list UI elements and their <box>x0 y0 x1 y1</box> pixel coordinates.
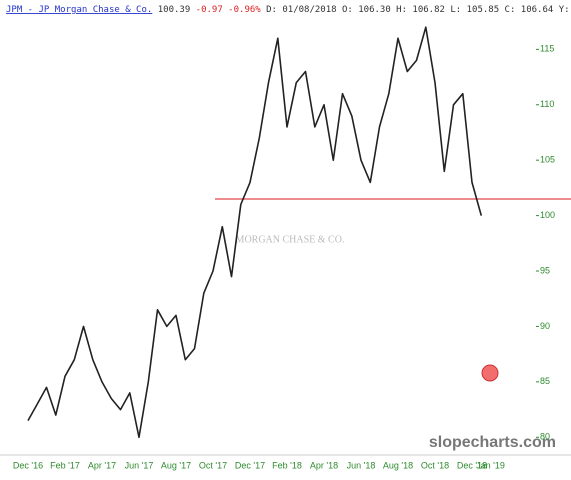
x-tick-label: Dec '17 <box>235 460 265 470</box>
x-tick-label: Aug '17 <box>161 460 191 470</box>
y-tick-label: 100 <box>540 210 555 220</box>
x-tick-label: Apr '17 <box>88 460 116 470</box>
details: D: 01/08/2018 O: 106.30 H: 106.82 L: 105… <box>266 5 571 15</box>
x-tick-label: Oct '17 <box>199 460 227 470</box>
y-tick-label: 95 <box>540 265 550 275</box>
last-price: 100.39 <box>158 5 191 15</box>
header: JPM - JP Morgan Chase & Co. 100.39 -0.97… <box>6 5 571 15</box>
brand: slopecharts.com <box>429 434 556 451</box>
y-tick-label: 85 <box>540 376 550 386</box>
x-tick-label: Apr '18 <box>310 460 338 470</box>
x-tick-label: Oct '18 <box>421 460 449 470</box>
x-tick-label: Dec '16 <box>13 460 43 470</box>
symbol[interactable]: JPM - JP Morgan Chase & Co. <box>6 5 152 15</box>
x-tick-label: Feb '17 <box>50 460 80 470</box>
x-tick-label: Dec '18 <box>457 460 487 470</box>
x-tick-label: Jun '17 <box>125 460 154 470</box>
y-tick-label: 110 <box>540 99 554 109</box>
watermark: MORGAN CHASE & CO. <box>236 234 345 245</box>
alert-marker[interactable] <box>481 364 499 382</box>
change: -0.97 -0.96% <box>196 5 262 15</box>
y-tick-label: 115 <box>540 44 554 54</box>
price-line <box>27 26 483 439</box>
y-tick-label: 90 <box>540 321 550 331</box>
x-tick-label: Feb '18 <box>272 460 302 470</box>
y-tick-label: 105 <box>540 155 555 165</box>
x-tick-label: Aug '18 <box>383 460 413 470</box>
x-tick-label: Jun '18 <box>347 460 376 470</box>
y-tick-label: 80 <box>540 432 550 442</box>
x-tick-label: Jan '19 <box>476 460 505 470</box>
